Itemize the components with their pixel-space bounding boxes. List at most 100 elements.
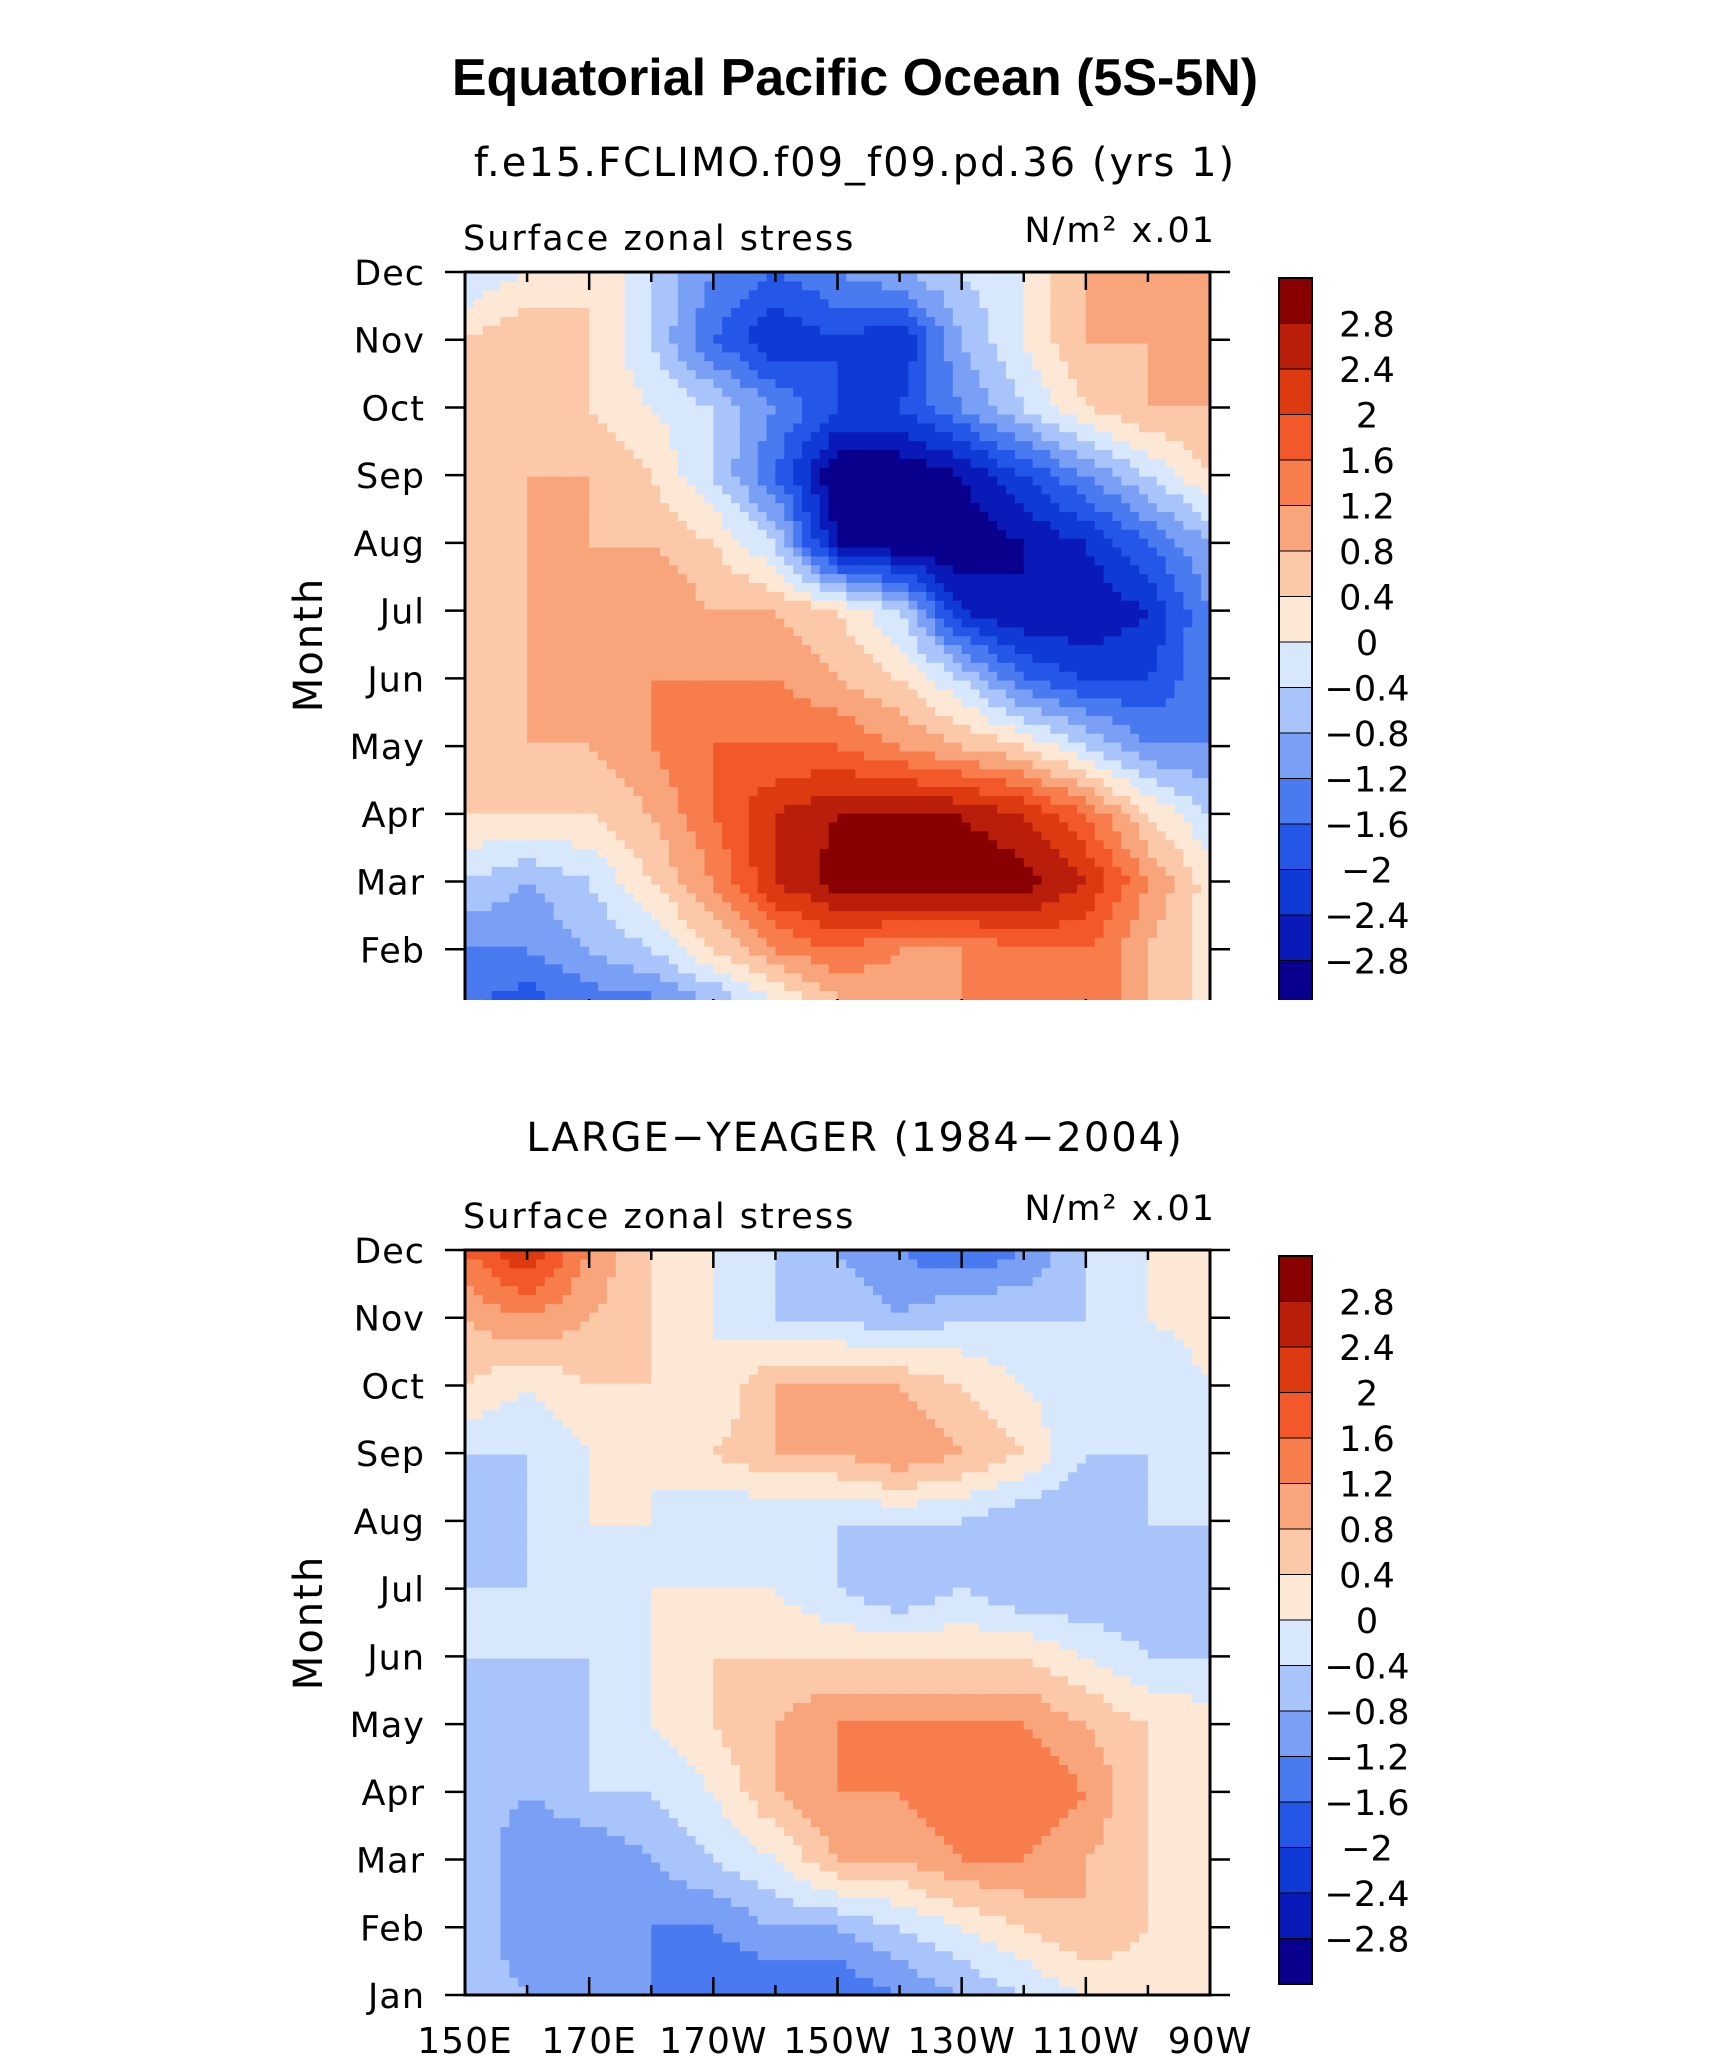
heatmap-cell <box>686 910 697 921</box>
heatmap-cell <box>562 600 573 610</box>
heatmap-cell <box>713 626 723 637</box>
heatmap-cell <box>802 706 812 717</box>
heatmap-cell <box>766 742 777 752</box>
heatmap-cell <box>598 520 608 530</box>
heatmap-cell <box>668 946 679 956</box>
heatmap-cell <box>1112 759 1122 770</box>
heatmap-cell <box>633 777 643 788</box>
heatmap-cell <box>1006 919 1016 929</box>
heatmap-cell <box>518 733 528 743</box>
heatmap-cell <box>1183 839 1193 850</box>
heatmap-cell <box>535 582 546 592</box>
heatmap-cell <box>890 662 901 672</box>
heatmap-cell <box>943 795 954 805</box>
heatmap-cell <box>668 555 679 566</box>
heatmap-cell <box>642 990 652 1000</box>
heatmap-cell <box>881 609 892 619</box>
heatmap-cell <box>473 919 484 929</box>
heatmap-cell <box>562 954 573 965</box>
heatmap-cell <box>527 671 537 681</box>
heatmap-cell <box>793 511 803 521</box>
heatmap-cell <box>527 981 537 991</box>
heatmap-cell <box>979 946 989 956</box>
heatmap-cell <box>1192 626 1202 637</box>
heatmap-cell <box>908 742 918 752</box>
heatmap-cell <box>1165 715 1176 725</box>
heatmap-cell <box>704 626 714 637</box>
heatmap-cell <box>766 883 777 894</box>
heatmap-cell <box>793 866 803 876</box>
heatmap-cell <box>970 946 981 956</box>
heatmap-cell <box>615 617 626 628</box>
heatmap-cell <box>775 928 785 938</box>
heatmap-cell <box>509 742 519 752</box>
heatmap-cell <box>731 786 741 796</box>
heatmap-cell <box>580 821 590 832</box>
heatmap-cell <box>952 671 963 681</box>
heatmap-cell <box>864 520 874 530</box>
heatmap-cell <box>890 697 901 708</box>
heatmap-cell <box>926 972 936 983</box>
heatmap-cell <box>1076 821 1087 832</box>
heatmap-cell <box>1192 555 1202 566</box>
heatmap-cell <box>1192 644 1202 654</box>
heatmap-cell <box>926 546 936 557</box>
heatmap-cell <box>855 848 865 858</box>
heatmap-cell <box>917 813 927 823</box>
heatmap-cell <box>802 883 812 894</box>
heatmap-cell <box>1103 848 1114 858</box>
heatmap-cell <box>1068 821 1078 832</box>
heatmap-cell <box>979 954 989 965</box>
heatmap-cell <box>837 795 847 805</box>
heatmap-cell <box>1014 857 1025 867</box>
heatmap-cell <box>881 502 892 513</box>
heatmap-cell <box>544 892 555 903</box>
heatmap-cell <box>1165 981 1176 991</box>
heatmap-cell <box>518 821 528 832</box>
heatmap-cell <box>500 928 510 938</box>
heatmap-cell <box>739 520 750 530</box>
heatmap-cell <box>837 529 847 539</box>
heatmap-cell <box>997 724 1007 734</box>
heatmap-cell <box>1059 795 1069 805</box>
heatmap-cell <box>864 671 874 681</box>
heatmap-cell <box>748 511 759 521</box>
heatmap-cell <box>686 511 697 521</box>
heatmap-cell <box>1192 671 1202 681</box>
heatmap-cell <box>1156 502 1167 513</box>
heatmap-cell <box>766 635 777 646</box>
heatmap-cell <box>793 919 803 929</box>
heatmap-cell <box>1023 644 1034 654</box>
heatmap-cell <box>943 919 954 929</box>
heatmap-cell <box>562 697 573 708</box>
heatmap-cell <box>1147 830 1158 841</box>
heatmap-cell <box>899 679 910 690</box>
heatmap-cell <box>1014 679 1025 690</box>
heatmap-cell <box>1076 706 1087 717</box>
heatmap-cell <box>615 573 626 584</box>
heatmap-cell <box>660 990 670 1000</box>
heatmap-cell <box>1059 679 1069 690</box>
heatmap-cell <box>731 892 741 903</box>
heatmap-cell <box>1112 901 1122 912</box>
heatmap-cell <box>926 715 936 725</box>
heatmap-cell <box>943 768 954 779</box>
heatmap-cell <box>615 538 626 548</box>
heatmap-cell <box>935 901 945 912</box>
heatmap-cell <box>544 617 555 628</box>
heatmap-cell <box>775 600 785 610</box>
heatmap-cell <box>766 919 777 929</box>
heatmap-cell <box>1094 777 1105 788</box>
heatmap-cell <box>881 954 892 965</box>
heatmap-cell <box>1050 990 1060 1000</box>
heatmap-cell <box>1050 715 1060 725</box>
heatmap-cell <box>1139 928 1149 938</box>
heatmap-cell <box>748 697 759 708</box>
heatmap-cell <box>970 786 981 796</box>
heatmap-cell <box>731 662 741 672</box>
heatmap-cell <box>819 777 830 788</box>
heatmap-cell <box>1121 875 1131 885</box>
heatmap-cell <box>890 786 901 796</box>
heatmap-cell <box>695 928 706 938</box>
heatmap-cell <box>544 662 555 672</box>
